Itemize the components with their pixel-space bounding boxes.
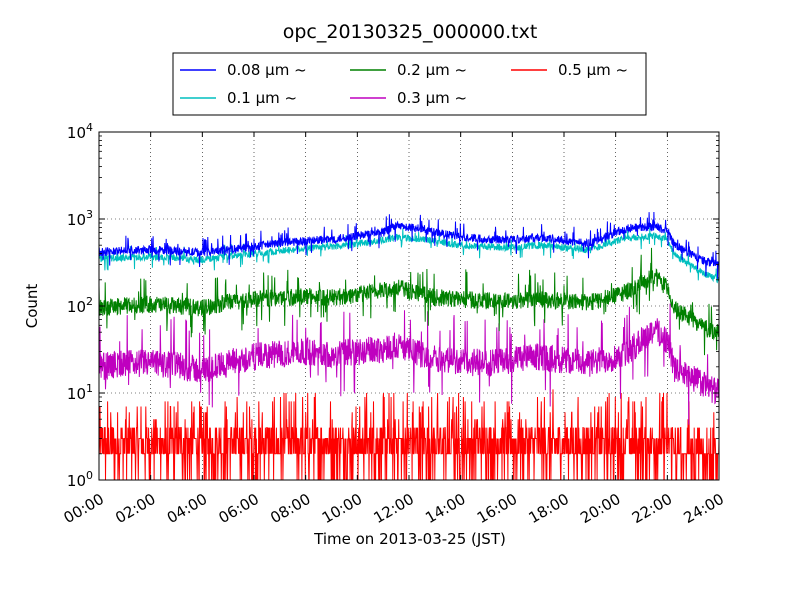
x-tick-label: 06:00 bbox=[216, 490, 262, 527]
y-tick-label: 102 bbox=[67, 295, 93, 316]
series-2 bbox=[98, 247, 720, 356]
x-tick-label: 22:00 bbox=[629, 490, 675, 527]
plot-frame bbox=[98, 131, 720, 481]
series-line bbox=[98, 227, 720, 284]
legend-label: 0.5 μm ~ bbox=[558, 61, 628, 79]
legend-item: 0.2 μm ~ bbox=[350, 61, 467, 79]
y-axis-label: Count bbox=[23, 284, 41, 329]
x-tick-label: 14:00 bbox=[422, 490, 468, 527]
legend-item: 0.3 μm ~ bbox=[350, 89, 467, 107]
y-tick-label: 104 bbox=[67, 121, 93, 142]
series-line bbox=[98, 303, 720, 425]
series-4 bbox=[98, 389, 720, 481]
legend-label: 0.3 μm ~ bbox=[397, 89, 467, 107]
legend-item: 0.5 μm ~ bbox=[511, 61, 628, 79]
y-tick-label: 101 bbox=[67, 382, 93, 403]
x-tick-label: 20:00 bbox=[577, 490, 623, 527]
x-axis-label: Time on 2013-03-25 (JST) bbox=[313, 530, 506, 548]
legend-label: 0.08 μm ~ bbox=[227, 61, 307, 79]
series-line bbox=[98, 211, 720, 279]
legend-label: 0.2 μm ~ bbox=[397, 61, 467, 79]
x-tick-label: 10:00 bbox=[319, 490, 365, 527]
series-1 bbox=[98, 227, 720, 284]
legend-frame bbox=[172, 52, 647, 116]
chart-title: opc_20130325_000000.txt bbox=[283, 21, 538, 43]
legend-item: 0.1 μm ~ bbox=[180, 89, 297, 107]
x-tick-label: 02:00 bbox=[112, 490, 158, 527]
series-layer bbox=[98, 211, 720, 481]
grid-lines bbox=[99, 132, 719, 480]
x-tick-label: 24:00 bbox=[681, 490, 727, 527]
series-line bbox=[98, 247, 720, 356]
x-tick-label: 12:00 bbox=[371, 490, 417, 527]
x-tick-label: 16:00 bbox=[474, 490, 520, 527]
x-tick-label: 00:00 bbox=[61, 490, 107, 527]
x-tick-label: 08:00 bbox=[267, 490, 313, 527]
series-0 bbox=[98, 211, 720, 279]
x-tick-labels: 00:00 02:00 04:00 06:00 08:00 10:00 12:00 14:00… bbox=[61, 490, 727, 527]
plot-area bbox=[98, 131, 720, 481]
legend-label: 0.1 μm ~ bbox=[227, 89, 297, 107]
series-line bbox=[98, 389, 720, 481]
series-3 bbox=[98, 303, 720, 425]
legend: 0.08 μm ~ 0.1 μm ~ 0.2 μm ~ 0.3 μm ~ 0.5 μm … bbox=[172, 52, 647, 116]
y-tick-labels: 100 101 102 103 104 bbox=[67, 121, 93, 490]
legend-item: 0.08 μm ~ bbox=[180, 61, 307, 79]
y-tick-label: 103 bbox=[67, 208, 93, 229]
y-tick-label: 100 bbox=[67, 469, 93, 490]
x-tick-label: 04:00 bbox=[164, 490, 210, 527]
x-tick-label: 18:00 bbox=[526, 490, 572, 527]
